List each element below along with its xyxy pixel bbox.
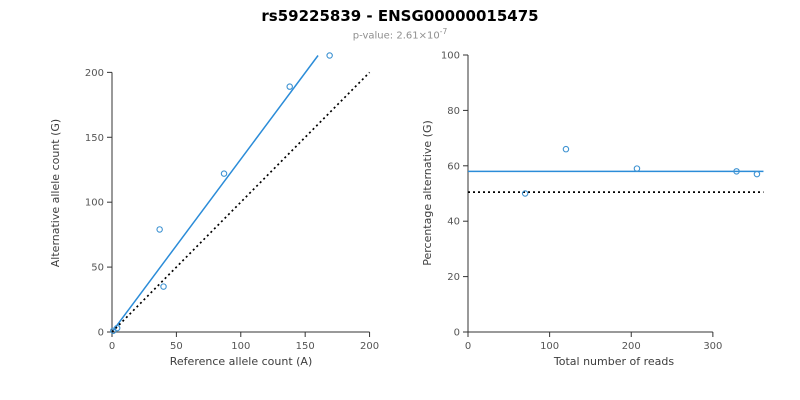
svg-text:200: 200 — [85, 68, 104, 79]
pvalue-base: 10 — [427, 30, 440, 42]
svg-text:150: 150 — [296, 341, 315, 352]
svg-text:50: 50 — [91, 263, 104, 274]
svg-text:150: 150 — [85, 133, 104, 144]
svg-text:100: 100 — [85, 198, 104, 209]
svg-text:60: 60 — [447, 161, 460, 172]
svg-text:200: 200 — [360, 341, 379, 352]
right-scatter-plot: 0 100 200 300 0 20 40 60 80 100 — [441, 51, 764, 352]
svg-text:0: 0 — [454, 328, 460, 339]
svg-text:0: 0 — [109, 341, 115, 352]
right-x-axis-label: Total number of reads — [553, 355, 675, 368]
multiply-sign: × — [418, 30, 427, 42]
svg-text:0: 0 — [98, 328, 104, 339]
svg-text:20: 20 — [447, 272, 460, 283]
svg-text:40: 40 — [447, 217, 460, 228]
left-scatter-plot: 0 50 100 150 200 0 50 100 150 200 — [85, 52, 379, 352]
pvalue-mantissa: 2.61 — [396, 30, 419, 42]
svg-text:200: 200 — [622, 341, 641, 352]
svg-text:300: 300 — [703, 341, 722, 352]
figure-title: rs59225839 - ENSG00000015475 — [261, 7, 539, 25]
left-y-axis-label: Alternative allele count (G) — [49, 118, 62, 268]
left-x-axis-label: Reference allele count (A) — [169, 355, 313, 368]
svg-text:100: 100 — [231, 341, 250, 352]
svg-text:100: 100 — [441, 51, 460, 62]
svg-text:80: 80 — [447, 106, 460, 117]
pvalue-exponent: -7 — [439, 27, 448, 36]
pvalue-label: p-value: — [352, 30, 397, 42]
pvalue-subtitle: p-value: 2.61×10-7 — [0, 27, 800, 41]
svg-text:100: 100 — [540, 341, 559, 352]
svg-text:0: 0 — [465, 341, 471, 352]
svg-text:50: 50 — [170, 341, 183, 352]
